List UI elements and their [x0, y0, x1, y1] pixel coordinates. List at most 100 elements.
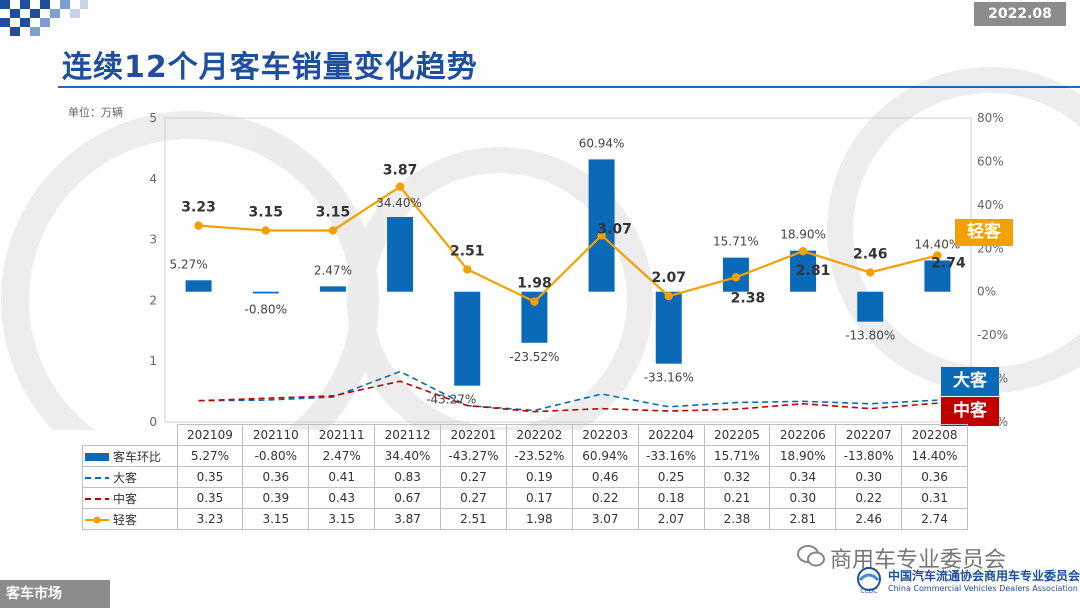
table-cell: 0.35	[176, 487, 244, 509]
bar-pct-label: -13.80%	[845, 329, 895, 343]
wechat-account-name: 商用车专业委员会	[830, 548, 1007, 573]
table-cell: 2.47%	[308, 445, 376, 467]
light-bus-value-label: 2.38	[731, 290, 766, 306]
bar-pct-label: -33.16%	[644, 371, 694, 385]
table-cell: -33.16%	[637, 445, 705, 467]
table-cell: 0.27	[440, 466, 507, 488]
light-bus-point	[664, 291, 673, 301]
table-cell: -13.80%	[835, 445, 903, 467]
table-cell: -23.52%	[505, 445, 573, 467]
table-cell: 0.30	[769, 487, 837, 509]
light-bus-value-label: 3.07	[597, 221, 632, 237]
table-category: 202111	[308, 424, 376, 446]
y-left-tick: 5	[149, 111, 157, 125]
table-corner	[82, 424, 178, 446]
table-cell: 2.51	[440, 508, 507, 530]
legend-large-key	[85, 477, 109, 479]
legend-label: 大客	[113, 470, 138, 485]
light-bus-point	[261, 226, 270, 235]
y-right-tick: 40%	[977, 198, 1004, 212]
table-category: 202201	[440, 424, 507, 446]
bar-pct-label: -23.52%	[509, 350, 559, 364]
table-cell: 0.22	[835, 487, 903, 509]
bar-202208	[924, 260, 951, 292]
table-cell: 0.25	[637, 466, 705, 488]
table-row-header: 中客	[82, 487, 178, 509]
light-bus-point	[395, 182, 405, 191]
table-cell: 0.41	[308, 466, 376, 488]
table-cell: 0.27	[440, 487, 507, 509]
table-cell: 2.74	[901, 508, 968, 530]
table-row: 中客 0.35 0.39 0.43 0.67 0.27 0.17 0.22 0.18 0.21 0.…	[82, 487, 968, 509]
bar-pct-label: -43.27%	[426, 393, 476, 407]
association-name-en: China Commercial Vehicles Dealers Associ…	[888, 584, 1078, 593]
table-cell: 3.15	[242, 508, 310, 530]
svg-text:CCDC: CCDC	[860, 588, 877, 594]
light-bus-point	[798, 246, 808, 256]
table-category: 202110	[242, 424, 310, 446]
table-cell: 0.22	[571, 487, 639, 509]
bar-pct-label: 5.27%	[170, 257, 208, 271]
line-中客	[198, 380, 938, 413]
bar-pct-label: 60.94%	[579, 136, 625, 150]
bar-202206	[790, 250, 817, 292]
y-right-tick: 80%	[977, 111, 1004, 125]
table-category: 202207	[835, 424, 903, 446]
bar-pct-label: 2.47%	[314, 263, 352, 277]
table-cell: 0.18	[637, 487, 705, 509]
table-cell: 0.35	[176, 466, 244, 488]
light-bus-value-label: 3.15	[316, 204, 351, 220]
table-cell: 0.17	[505, 487, 573, 509]
plot-frame	[164, 117, 972, 423]
y-right-tick: 0%	[977, 285, 996, 299]
bar-pct-label: -0.80%	[245, 302, 287, 316]
table-category: 202202	[505, 424, 573, 446]
light-bus-point	[731, 273, 741, 282]
light-bus-value-label: 2.46	[853, 246, 888, 262]
bar-202207	[857, 291, 884, 322]
y-left-tick: 2	[149, 293, 157, 307]
association-name-cn: 中国汽车流通协会商用车专业委员会	[888, 569, 1080, 583]
light-bus-value-label: 2.07	[651, 270, 686, 286]
large-bus-tag: 大客	[941, 367, 999, 396]
table-cell: 18.90%	[769, 445, 837, 467]
y-left-tick: 1	[149, 354, 157, 368]
table-cell: 0.83	[374, 466, 441, 488]
line-大客	[198, 370, 938, 412]
light-bus-point	[530, 297, 539, 306]
light-bus-value-label: 2.81	[796, 263, 831, 279]
line-轻客	[198, 185, 938, 303]
table-row-header: 大客	[82, 466, 178, 488]
light-bus-value-label: 2.74	[931, 255, 966, 271]
data-table: 202109 202110 202111 202112 202201 202202 2022…	[82, 424, 968, 530]
y-left-tick: 4	[149, 172, 157, 186]
legend-label: 客车环比	[113, 449, 162, 464]
table-cell: 2.38	[703, 508, 771, 530]
table-cell: 15.71%	[703, 445, 771, 467]
table-category: 202208	[901, 424, 968, 446]
bar-202204	[655, 291, 682, 364]
light-bus-point	[933, 251, 942, 260]
legend-label: 轻客	[113, 512, 138, 527]
table-cell: -43.27%	[440, 445, 507, 467]
light-bus-tag: 轻客	[955, 219, 1013, 246]
association-name: 中国汽车流通协会商用车专业委员会 China Commercial Vehicl…	[888, 567, 1080, 593]
table-cell: 3.07	[571, 508, 639, 530]
table-cell: 60.94%	[571, 445, 639, 467]
table-cell: -0.80%	[242, 445, 310, 467]
table-cell: 2.46	[835, 508, 903, 530]
table-cell: 2.07	[637, 508, 705, 530]
table-cell: 2.81	[769, 508, 837, 530]
y-left-tick: 0	[149, 415, 157, 429]
legend-light-key	[85, 516, 109, 524]
bar-pct-label: 34.40%	[376, 196, 422, 210]
bar-pct-label: 18.90%	[780, 228, 826, 242]
table-cell: 0.34	[769, 466, 837, 488]
y-left-tick: 3	[149, 233, 157, 247]
mid-bus-tag: 中客	[941, 397, 999, 426]
legend-mid-key	[85, 498, 109, 500]
table-row: 轻客 3.23 3.15 3.15 3.87 2.51 1.98 3.07 2.07 2.38 2.…	[82, 508, 968, 530]
light-bus-value-label: 3.23	[181, 200, 216, 216]
light-bus-point	[597, 231, 606, 240]
table-row-header: 轻客	[82, 508, 178, 530]
